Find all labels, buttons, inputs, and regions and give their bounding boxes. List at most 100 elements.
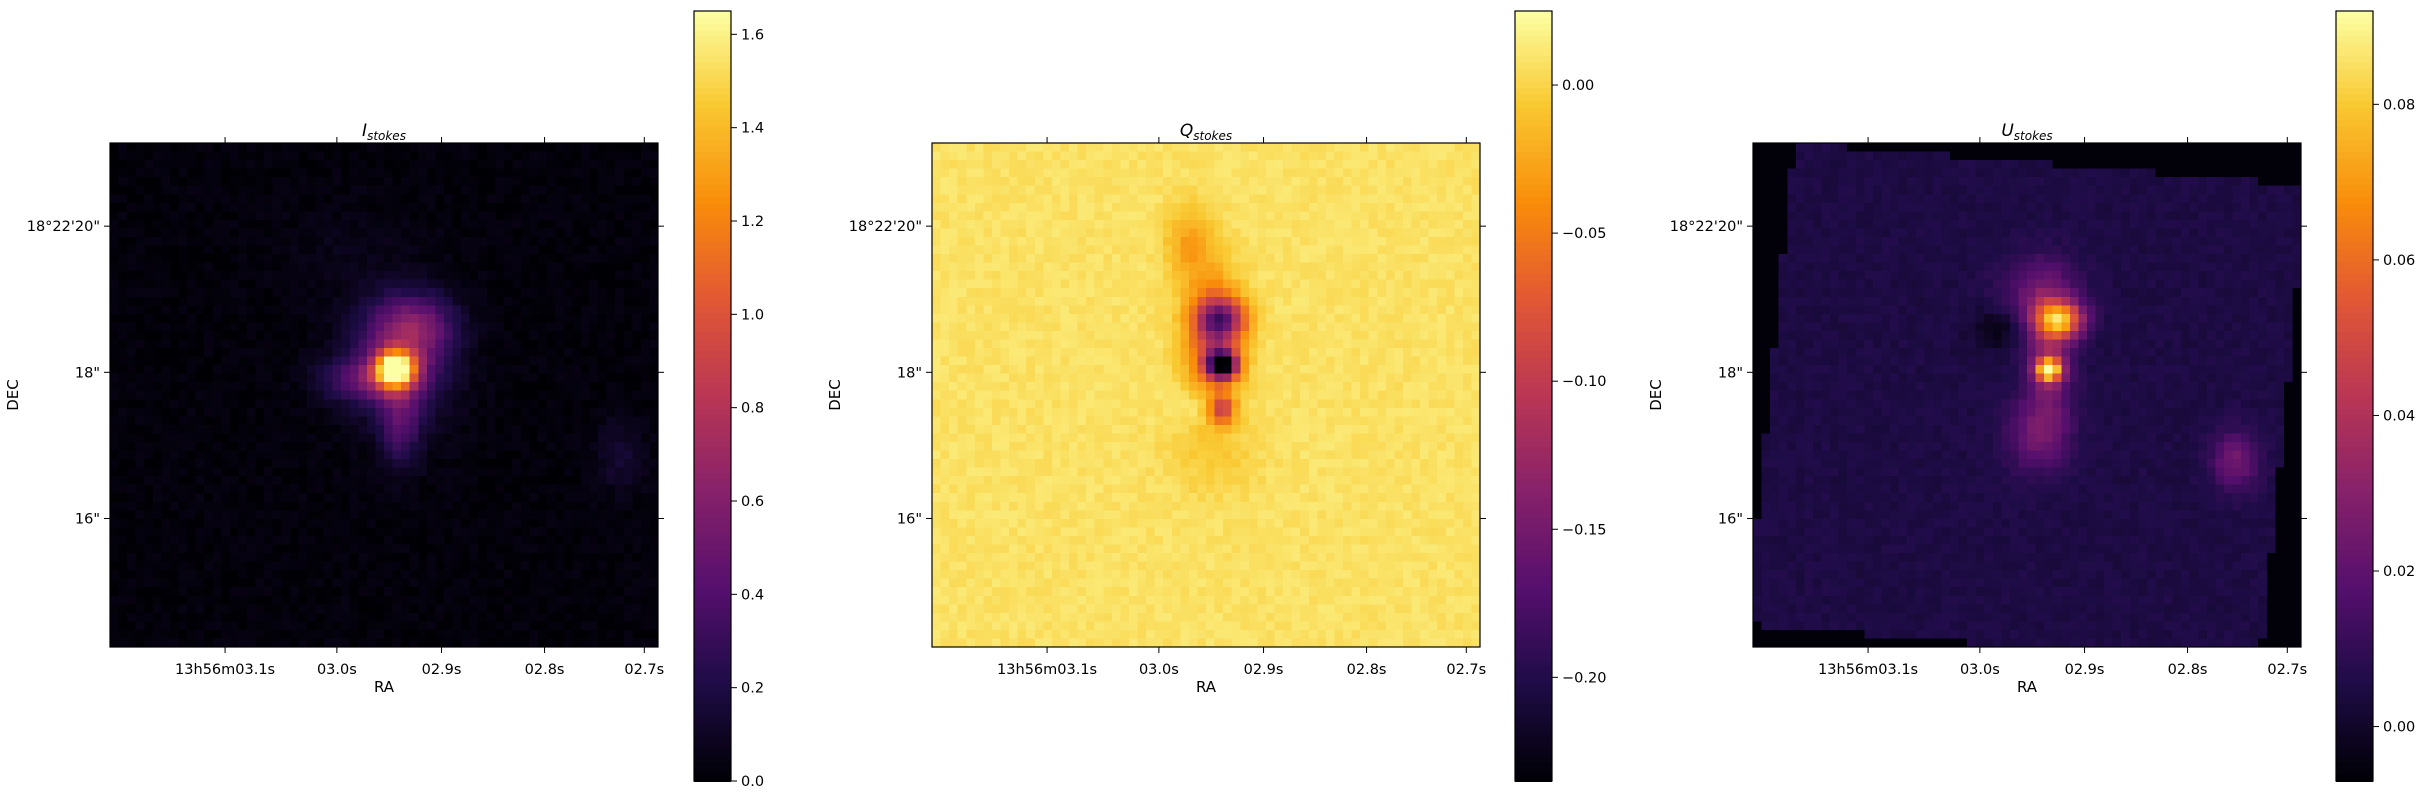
heatmap-cell	[384, 348, 393, 357]
heatmap-cell	[179, 331, 188, 340]
heatmap-cell	[495, 638, 504, 647]
heatmap-cell	[247, 502, 256, 511]
heatmap-cell	[393, 322, 402, 331]
heatmap-cell	[435, 613, 444, 622]
heatmap-cell	[607, 416, 616, 425]
heatmap-cell	[1060, 237, 1069, 246]
heatmap-cell	[119, 459, 128, 468]
heatmap-cell	[179, 246, 188, 255]
heatmap-cell	[384, 630, 393, 639]
heatmap-cell	[401, 519, 410, 528]
heatmap-cell	[1283, 228, 1292, 237]
heatmap-cell	[127, 143, 136, 152]
heatmap-cell	[555, 220, 564, 229]
heatmap-cell	[264, 314, 273, 323]
colorbar-step	[694, 659, 731, 666]
heatmap-cell	[358, 177, 367, 186]
heatmap-cell	[153, 408, 162, 417]
colorbar-step	[694, 743, 731, 750]
heatmap-cell	[641, 186, 650, 195]
heatmap-cell	[324, 604, 333, 613]
heatmap-cell	[478, 169, 487, 178]
heatmap-cell	[461, 322, 470, 331]
heatmap-cell	[204, 314, 213, 323]
heatmap-cell	[1026, 194, 1035, 203]
heatmap-cell	[290, 459, 299, 468]
heatmap-cell	[1043, 263, 1052, 272]
heatmap-cell	[136, 587, 145, 596]
heatmap-cell	[161, 246, 170, 255]
heatmap-cell	[1249, 211, 1258, 220]
heatmap-cell	[161, 177, 170, 186]
heatmap-cell	[341, 203, 350, 212]
heatmap-cell	[290, 280, 299, 289]
heatmap-cell	[221, 186, 230, 195]
heatmap-cell	[649, 211, 658, 220]
heatmap-cell	[367, 587, 376, 596]
heatmap-cell	[179, 562, 188, 571]
heatmap-cell	[641, 160, 650, 169]
heatmap-cell	[435, 374, 444, 383]
heatmap-cell	[1206, 271, 1215, 280]
heatmap-cell	[590, 169, 599, 178]
heatmap-cell	[341, 468, 350, 477]
heatmap-cell	[632, 493, 641, 502]
heatmap-cell	[581, 493, 590, 502]
heatmap-cell	[230, 536, 239, 545]
heatmap-cell	[1471, 203, 1480, 212]
heatmap-cell	[367, 416, 376, 425]
heatmap-cell	[1300, 203, 1309, 212]
heatmap-cell	[1232, 186, 1241, 195]
heatmap-cell	[256, 604, 265, 613]
heatmap-cell	[273, 322, 282, 331]
heatmap-cell	[530, 152, 539, 161]
heatmap-cell	[281, 357, 290, 366]
heatmap-cell	[461, 365, 470, 374]
heatmap-cell	[1454, 220, 1463, 229]
heatmap-cell	[1172, 169, 1181, 178]
heatmap-cell	[607, 459, 616, 468]
heatmap-cell	[204, 570, 213, 579]
heatmap-cell	[453, 169, 462, 178]
heatmap-cell	[1471, 152, 1480, 161]
heatmap-cell	[983, 160, 992, 169]
heatmap-cell	[161, 237, 170, 246]
colorbar-step	[694, 486, 731, 493]
heatmap-cell	[564, 263, 573, 272]
heatmap-cell	[341, 630, 350, 639]
heatmap-cell	[119, 468, 128, 477]
heatmap-cell	[1026, 186, 1035, 195]
heatmap-cell	[444, 160, 453, 169]
heatmap-cell	[1001, 254, 1010, 263]
heatmap-cell	[170, 339, 179, 348]
heatmap-cell	[316, 365, 325, 374]
heatmap-cell	[256, 254, 265, 263]
heatmap-cell	[221, 169, 230, 178]
heatmap-cell	[470, 459, 479, 468]
heatmap-cell	[530, 476, 539, 485]
heatmap-cell	[256, 160, 265, 169]
colorbar-step	[694, 223, 731, 230]
heatmap-cell	[350, 143, 359, 152]
heatmap-cell	[375, 638, 384, 647]
heatmap-cell	[547, 408, 556, 417]
heatmap-cell	[1018, 220, 1027, 229]
heatmap-cell	[170, 587, 179, 596]
heatmap-cell	[401, 374, 410, 383]
heatmap-cell	[213, 297, 222, 306]
heatmap-cell	[478, 194, 487, 203]
heatmap-cell	[461, 237, 470, 246]
heatmap-cell	[461, 143, 470, 152]
heatmap-cell	[1360, 169, 1369, 178]
heatmap-cell	[273, 527, 282, 536]
heatmap-cell	[538, 365, 547, 374]
heatmap-cell	[136, 237, 145, 246]
heatmap-cell	[1215, 177, 1224, 186]
heatmap-cell	[273, 468, 282, 477]
heatmap-cell	[119, 451, 128, 460]
heatmap-cell	[161, 194, 170, 203]
heatmap-cell	[136, 220, 145, 229]
heatmap-cell	[512, 391, 521, 400]
heatmap-cell	[1420, 220, 1429, 229]
heatmap-cell	[590, 331, 599, 340]
